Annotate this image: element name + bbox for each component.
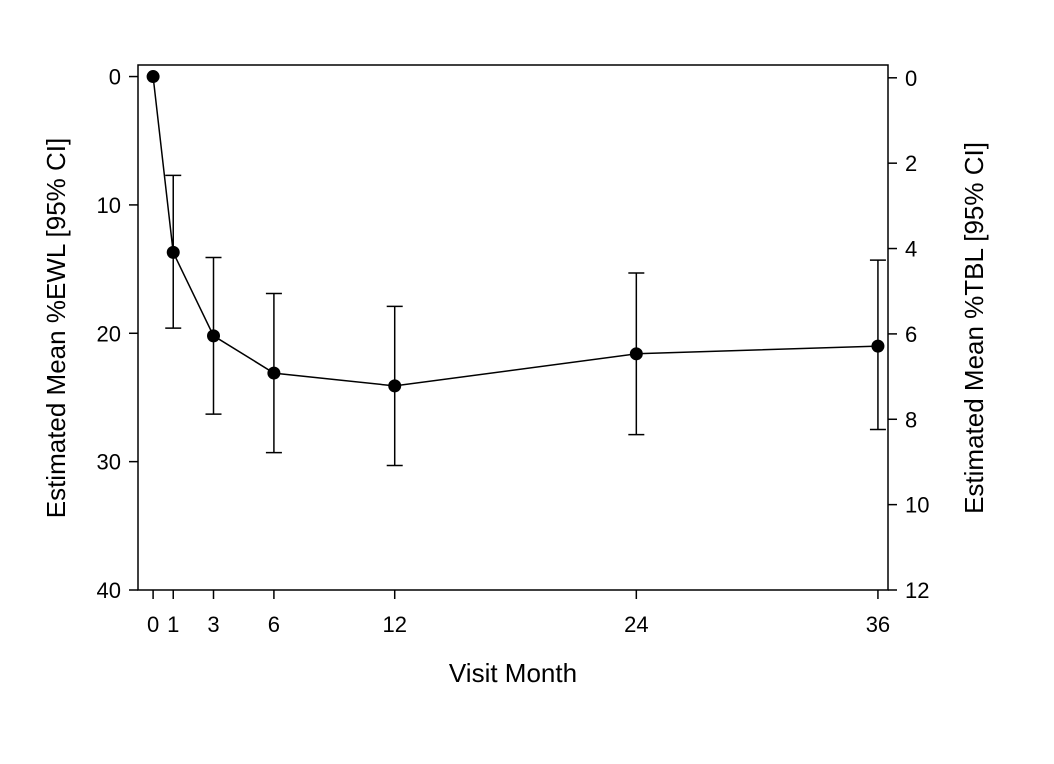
x-tick-label: 6 [268,612,280,637]
data-point [871,339,885,353]
y-right-tick-label: 12 [905,578,929,603]
data-point [629,347,643,361]
y-left-tick-label: 20 [97,321,121,346]
data-point [166,245,180,259]
y-left-tick-label: 10 [97,193,121,218]
data-point [267,366,281,380]
data-point [207,329,221,343]
series-line [152,76,878,387]
y-right-tick-label: 6 [905,322,917,347]
x-tick-label: 3 [207,612,219,637]
x-tick-label: 36 [866,612,890,637]
plot-frame [137,64,889,591]
y-right-tick-label: 4 [905,237,917,262]
y-right-tick-label: 2 [905,151,917,176]
data-point [146,70,160,84]
y-left-axis-title: Estimated Mean %EWL [95% CI] [41,138,71,519]
x-tick-label: 24 [624,612,648,637]
x-tick-label: 1 [167,612,179,637]
y-right-tick-label: 10 [905,493,929,518]
x-axis-title: Visit Month [449,658,577,688]
x-tick-label: 12 [382,612,406,637]
y-left-tick-label: 30 [97,450,121,475]
x-tick-label: 0 [147,612,159,637]
y-left-tick-label: 40 [97,578,121,603]
y-right-tick-label: 0 [905,66,917,91]
y-left-tick-label: 0 [109,65,121,90]
y-right-tick-label: 8 [905,407,917,432]
y-right-axis-title: Estimated Mean %TBL [95% CI] [959,142,989,514]
data-point [388,379,402,393]
